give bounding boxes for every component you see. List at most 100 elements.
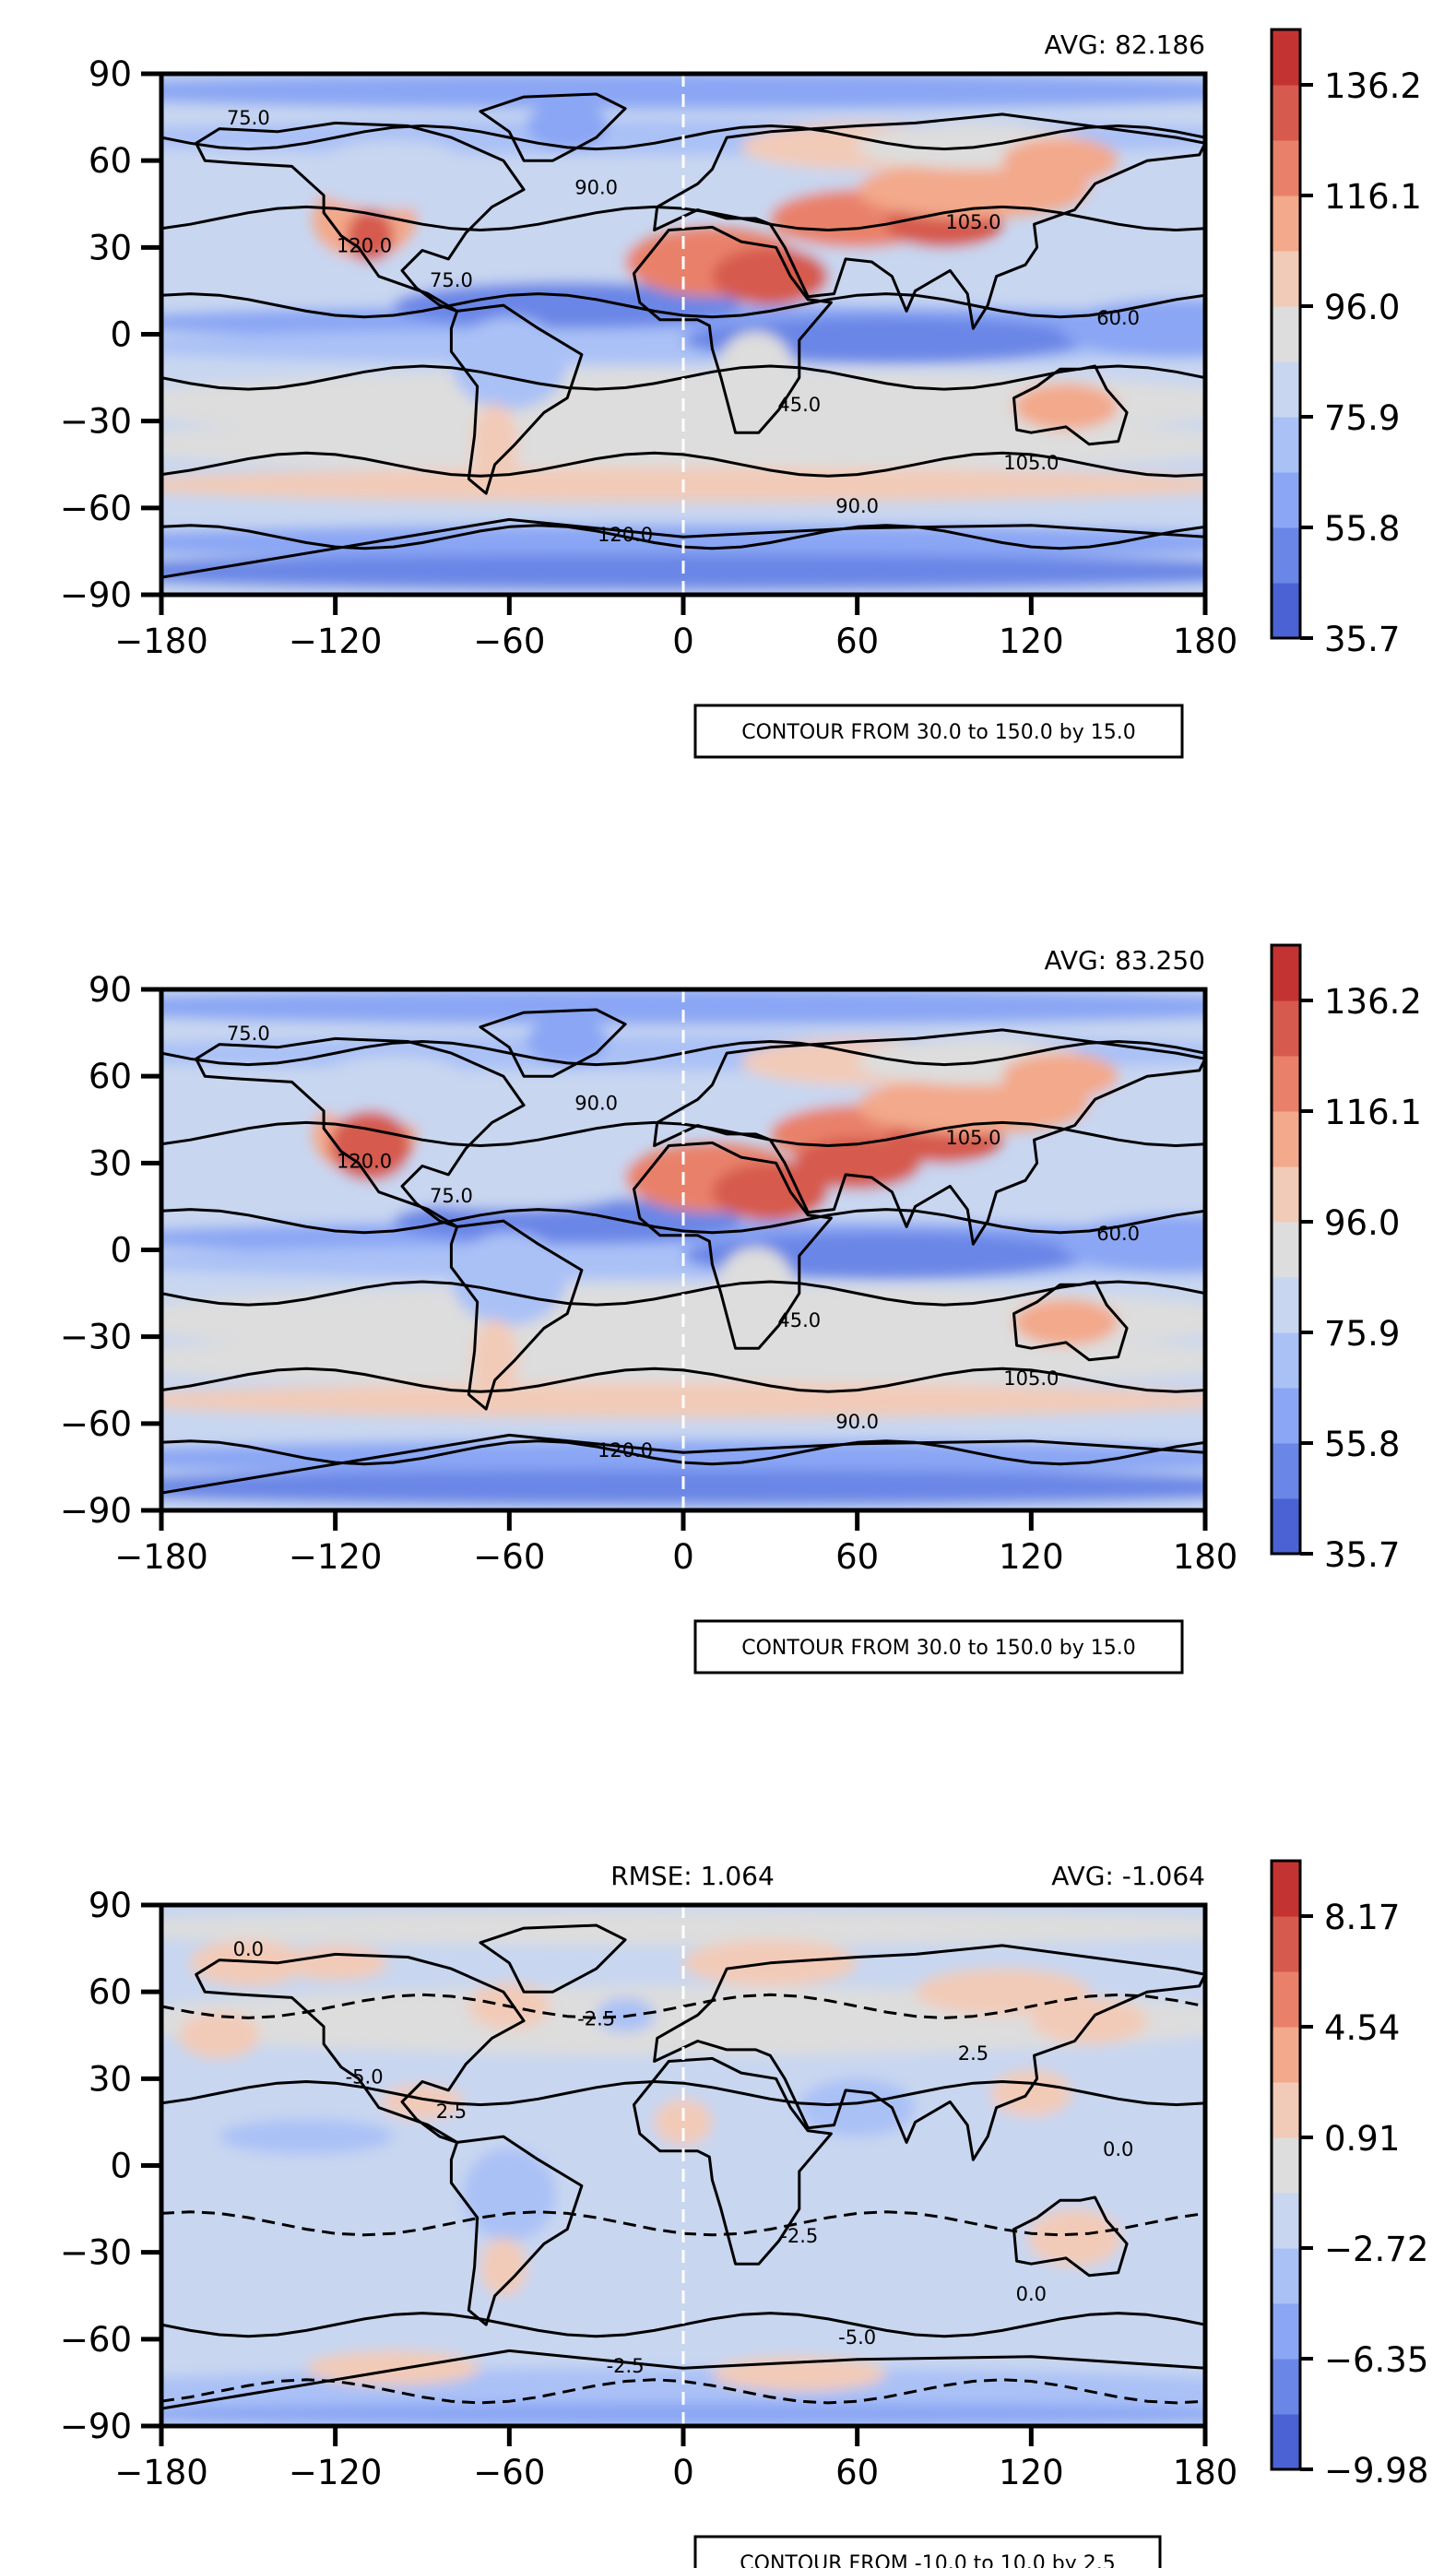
contour-label: 0.0 [1103, 2138, 1133, 2160]
colorbar-segment [1272, 472, 1300, 528]
colorbar-segment [1272, 306, 1300, 362]
colorbar-segment [1272, 2303, 1300, 2360]
x-tick-label: 60 [835, 2453, 879, 2492]
x-tick-label: −120 [289, 621, 383, 661]
field-region [1001, 137, 1119, 184]
colorbar-segment [1272, 361, 1300, 418]
colorbar-segment [1272, 2027, 1300, 2083]
contour-northAmerica [195, 1952, 526, 2144]
colorbar-tick-label: 136.2 [1324, 982, 1422, 1022]
contour-eurasia [653, 112, 1205, 330]
contour-southAmerica [449, 2135, 584, 2326]
y-tick-label: −90 [60, 1491, 132, 1531]
field-region [161, 989, 1205, 1024]
colorbar-segment [1272, 2082, 1300, 2138]
colorbar-segment [1272, 1443, 1300, 1499]
contour-eurasia [653, 1028, 1205, 1246]
x-tick-label: 0 [672, 621, 694, 661]
contour-label: 105.0 [1003, 452, 1059, 474]
colorbar-tick-label: 75.9 [1324, 398, 1400, 438]
colorbar-tick-label: 35.7 [1324, 1535, 1400, 1575]
field-region [1028, 2208, 1121, 2267]
contour-northAmerica [195, 1036, 526, 1228]
colorbar-tick-label: 4.54 [1324, 2008, 1400, 2048]
contour-label: -2.5 [607, 2355, 645, 2377]
y-tick-label: 90 [89, 1886, 132, 1925]
x-tick-label: −60 [473, 621, 545, 661]
field-region [161, 2136, 1205, 2195]
contour-label: 120.0 [598, 1439, 653, 1462]
colorbar-tick-label: −9.98 [1324, 2451, 1428, 2491]
x-tick-label: −180 [114, 621, 208, 661]
contour-label: 60.0 [1096, 307, 1140, 329]
contour-lines [161, 92, 1205, 595]
contour-label: 75.0 [430, 269, 473, 291]
x-tick-label: 120 [999, 621, 1064, 661]
contour-label: -2.5 [577, 2008, 615, 2030]
colorbar-segment [1272, 1277, 1300, 1333]
contour-label: 90.0 [574, 1093, 618, 1115]
y-tick-label: 30 [89, 2059, 132, 2099]
colorbar-segment [1272, 1498, 1300, 1555]
contour-line [161, 1993, 1205, 2019]
colorbar-tick-label: 136.2 [1324, 66, 1422, 106]
colorbar-tick-label: 35.7 [1324, 620, 1400, 659]
field-region [527, 1018, 609, 1065]
contour-line [161, 451, 1205, 478]
y-tick-label: 90 [89, 54, 132, 94]
contour-label: 105.0 [1003, 1367, 1059, 1390]
colorbar-tick-label: 96.0 [1324, 1203, 1400, 1243]
heatmap-field: 0.0 -2.5 2.5 -5.0 0.0 -2.5 2.5 -5.0 0.0 -2.5 [161, 1905, 1205, 2426]
contour-label: 90.0 [835, 1411, 879, 1433]
contour-label: 90.0 [574, 177, 618, 199]
x-tick-label: −60 [473, 2453, 545, 2492]
contour-note-box [693, 2535, 1162, 2568]
contour-australia [1012, 2195, 1129, 2278]
contour-label: 75.0 [430, 1185, 473, 1207]
x-tick-label: −120 [289, 2453, 383, 2492]
x-tick-label: 120 [999, 1537, 1064, 1577]
colorbar-tick-label: 116.1 [1324, 177, 1422, 217]
x-tick-label: −180 [114, 1537, 208, 1577]
colorbar-tick-label: 116.1 [1324, 1093, 1422, 1132]
field-region [1013, 383, 1119, 431]
x-tick-label: 180 [1173, 2453, 1238, 2492]
colorbar-segment [1272, 1222, 1300, 1278]
field-region [712, 247, 829, 306]
contour-africa [633, 1141, 833, 1350]
contour-label: 75.0 [227, 107, 270, 129]
field-region [1001, 1053, 1119, 1100]
x-tick-label: 180 [1173, 1537, 1238, 1577]
colorbar-tick-label: 0.91 [1324, 2119, 1400, 2159]
rmse-label: RMSE: 1.064 [610, 1861, 775, 1891]
avg-label: AVG: 82.186 [1044, 30, 1205, 60]
contour-antarctica [161, 2349, 1205, 2426]
contour-line [161, 1120, 1205, 1147]
chart-panel-1: 75.0 90.0 105.0 120.0 60.0 45.0 75.0 90.0 105.0 1… [60, 28, 1422, 759]
colorbar-segment [1272, 1332, 1300, 1389]
field-region [381, 2084, 464, 2120]
field-region [479, 2237, 527, 2296]
contour-note: CONTOUR FROM 30.0 to 150.0 by 15.0 [741, 1637, 1136, 1660]
x-tick-label: −60 [473, 1537, 545, 1577]
colorbar-segment [1272, 1861, 1300, 1917]
colorbar-frame [1270, 1859, 1302, 2471]
colorbar-tick-label: 96.0 [1324, 288, 1400, 327]
contour-australia [1012, 1280, 1129, 1362]
contour-line [161, 1367, 1205, 1393]
x-tick-label: 120 [999, 2453, 1064, 2492]
colorbar-frame [1270, 943, 1302, 1556]
contour-note-box [693, 704, 1184, 759]
avg-label: AVG: -1.064 [1051, 1861, 1205, 1891]
x-tick-label: 0 [672, 1537, 694, 1577]
colorbar-segment [1272, 583, 1300, 639]
colorbar-tick-label: −6.35 [1324, 2340, 1428, 2380]
y-tick-label: −30 [60, 402, 132, 442]
field-region [190, 1939, 307, 1986]
contour-line [161, 2378, 1205, 2405]
colorbar: 136.2 116.1 96.0 75.9 55.8 35.7 [1270, 943, 1422, 1575]
y-tick-label: 60 [89, 1972, 132, 2012]
heatmap-field: 75.0 90.0 105.0 120.0 60.0 45.0 75.0 90.0 105.0 1… [161, 989, 1205, 1510]
y-tick-label: 90 [89, 970, 132, 1010]
contour-greenland [479, 92, 627, 162]
